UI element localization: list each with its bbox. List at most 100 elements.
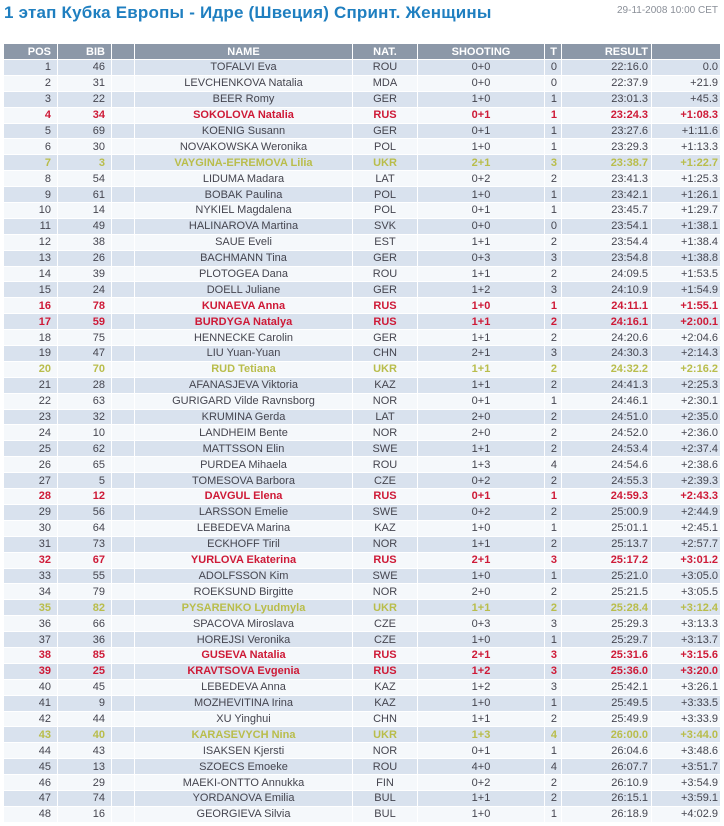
cell-name: GUSEVA Natalia bbox=[135, 647, 353, 664]
cell-name: PURDEA Mihaela bbox=[135, 457, 353, 474]
cell-t: 2 bbox=[545, 425, 562, 442]
cell-name: PLOTOGEA Dana bbox=[135, 266, 353, 283]
cell-pos: 6 bbox=[4, 139, 58, 156]
cell-pos: 8 bbox=[4, 171, 58, 188]
cell-spacer bbox=[112, 775, 135, 791]
cell-pos: 23 bbox=[4, 409, 58, 426]
cell-shooting: 2+1 bbox=[418, 346, 545, 362]
table-row: 23 32 KRUMINA Gerda LAT 2+0 2 24:51.0 +2:35.0 bbox=[4, 409, 721, 426]
cell-shooting: 0+1 bbox=[418, 393, 545, 410]
table-row: 10 14 NYKIEL Magdalena POL 0+1 1 23:45.7 +1:29.… bbox=[4, 203, 721, 219]
cell-bib: 69 bbox=[58, 123, 112, 140]
cell-nat: EST bbox=[353, 234, 418, 251]
cell-name: DAVGUL Elena bbox=[135, 489, 353, 505]
cell-t: 2 bbox=[545, 504, 562, 521]
cell-spacer bbox=[112, 647, 135, 664]
cell-name: RUD Tetiana bbox=[135, 361, 353, 378]
cell-bib: 28 bbox=[58, 377, 112, 394]
table-row: 48 16 GEORGIEVA Silvia BUL 1+0 1 26:18.9 +4:02.… bbox=[4, 806, 721, 823]
cell-shooting: 1+0 bbox=[418, 187, 545, 204]
cell-bib: 22 bbox=[58, 91, 112, 108]
cell-nat: RUS bbox=[353, 552, 418, 569]
cell-shooting: 1+2 bbox=[418, 282, 545, 299]
column-header-diff bbox=[652, 44, 721, 60]
cell-name: SOKOLOVA Natalia bbox=[135, 107, 353, 124]
results-tbody: 1 46 TOFALVI Eva ROU 0+0 0 22:16.0 0.0 2 31 LEVCHE… bbox=[4, 60, 721, 823]
cell-diff: +3:33.9 bbox=[652, 711, 721, 728]
cell-t: 2 bbox=[545, 584, 562, 601]
cell-bib: 29 bbox=[58, 775, 112, 791]
cell-t: 2 bbox=[545, 361, 562, 378]
cell-name: BEER Romy bbox=[135, 91, 353, 108]
cell-diff: +3:05.0 bbox=[652, 568, 721, 585]
table-row: 37 36 HOREJSI Veronika CZE 1+0 1 25:29.7 +3:13.… bbox=[4, 632, 721, 648]
cell-shooting: 1+3 bbox=[418, 457, 545, 474]
cell-shooting: 1+0 bbox=[418, 806, 545, 823]
table-row: 34 79 ROEKSUND Birgitte NOR 2+0 2 25:21.5 +3:05… bbox=[4, 584, 721, 601]
cell-t: 1 bbox=[545, 298, 562, 315]
cell-nat: GER bbox=[353, 91, 418, 108]
cell-spacer bbox=[112, 266, 135, 283]
cell-pos: 32 bbox=[4, 552, 58, 569]
cell-bib: 82 bbox=[58, 600, 112, 617]
cell-result: 24:20.6 bbox=[562, 330, 652, 347]
cell-shooting: 1+1 bbox=[418, 377, 545, 394]
cell-nat: KAZ bbox=[353, 520, 418, 537]
cell-name: BURDYGA Natalya bbox=[135, 314, 353, 331]
cell-diff: +1:53.5 bbox=[652, 266, 721, 283]
cell-pos: 31 bbox=[4, 536, 58, 553]
cell-spacer bbox=[112, 171, 135, 188]
cell-pos: 30 bbox=[4, 520, 58, 537]
cell-spacer bbox=[112, 743, 135, 760]
cell-shooting: 1+0 bbox=[418, 298, 545, 315]
table-row: 11 49 HALINAROVA Martina SVK 0+0 0 23:54.1 +1:3… bbox=[4, 218, 721, 235]
cell-shooting: 1+1 bbox=[418, 314, 545, 331]
cell-result: 26:04.6 bbox=[562, 743, 652, 760]
cell-diff: +1:25.3 bbox=[652, 171, 721, 188]
cell-nat: CZE bbox=[353, 632, 418, 648]
cell-diff: +1:11.6 bbox=[652, 123, 721, 140]
cell-result: 24:41.3 bbox=[562, 377, 652, 394]
cell-name: VAYGINA-EFREMOVA Lilia bbox=[135, 155, 353, 172]
cell-nat: UKR bbox=[353, 155, 418, 172]
cell-t: 2 bbox=[545, 234, 562, 251]
cell-bib: 34 bbox=[58, 107, 112, 124]
cell-bib: 79 bbox=[58, 584, 112, 601]
cell-t: 2 bbox=[545, 600, 562, 617]
cell-t: 1 bbox=[545, 139, 562, 156]
cell-result: 26:07.7 bbox=[562, 759, 652, 776]
cell-result: 26:00.0 bbox=[562, 727, 652, 744]
cell-pos: 41 bbox=[4, 695, 58, 712]
cell-result: 23:54.1 bbox=[562, 218, 652, 235]
cell-bib: 49 bbox=[58, 218, 112, 235]
cell-shooting: 0+0 bbox=[418, 75, 545, 92]
cell-nat: NOR bbox=[353, 536, 418, 553]
cell-shooting: 0+0 bbox=[418, 60, 545, 76]
cell-shooting: 2+0 bbox=[418, 425, 545, 442]
cell-nat: CZE bbox=[353, 473, 418, 490]
cell-t: 3 bbox=[545, 663, 562, 680]
cell-result: 25:42.1 bbox=[562, 679, 652, 696]
cell-pos: 22 bbox=[4, 393, 58, 410]
cell-t: 0 bbox=[545, 60, 562, 76]
cell-bib: 3 bbox=[58, 155, 112, 172]
cell-diff: +2:43.3 bbox=[652, 489, 721, 505]
cell-shooting: 1+1 bbox=[418, 711, 545, 728]
column-header-name: NAME bbox=[135, 44, 353, 60]
cell-result: 24:55.3 bbox=[562, 473, 652, 490]
cell-pos: 11 bbox=[4, 218, 58, 235]
cell-nat: RUS bbox=[353, 314, 418, 331]
cell-name: ISAKSEN Kjersti bbox=[135, 743, 353, 760]
cell-nat: KAZ bbox=[353, 695, 418, 712]
cell-pos: 27 bbox=[4, 473, 58, 490]
cell-spacer bbox=[112, 489, 135, 505]
cell-shooting: 0+1 bbox=[418, 203, 545, 219]
cell-spacer bbox=[112, 361, 135, 378]
cell-nat: NOR bbox=[353, 425, 418, 442]
cell-bib: 66 bbox=[58, 616, 112, 633]
cell-spacer bbox=[112, 107, 135, 124]
cell-shooting: 1+0 bbox=[418, 632, 545, 648]
cell-pos: 47 bbox=[4, 790, 58, 807]
cell-bib: 56 bbox=[58, 504, 112, 521]
